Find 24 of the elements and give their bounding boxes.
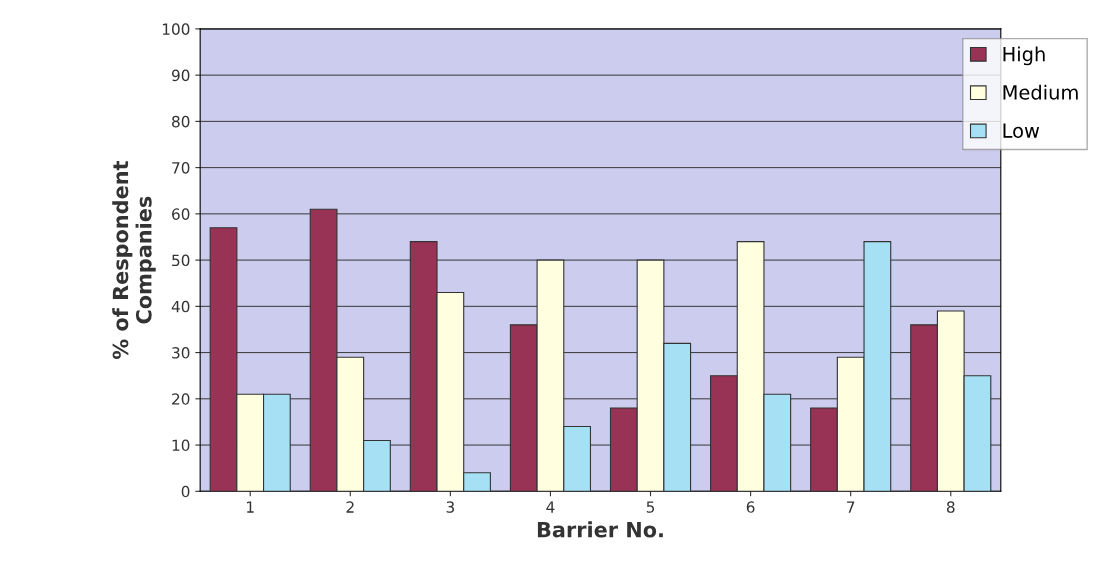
y-tick-label: 0 — [181, 485, 190, 498]
x-tick-label: 8 — [946, 501, 955, 513]
y-tick-label: 50 — [172, 254, 190, 267]
x-tick-label: 7 — [847, 501, 855, 513]
x-tick-label: 6 — [746, 501, 755, 513]
x-axis-title: Barrier No. — [537, 521, 663, 538]
x-tick-label: 5 — [646, 501, 655, 513]
y-tick-label: 20 — [172, 393, 190, 405]
y-tick-label: 70 — [172, 162, 190, 174]
x-tick-label: 4 — [546, 501, 555, 513]
y-axis-title: % of Respondent Companies — [112, 160, 156, 360]
y-tick-label: 80 — [172, 115, 190, 128]
y-tick-label: 100 — [162, 23, 190, 35]
legend-label: Medium — [1003, 84, 1078, 100]
legend-label: High — [1003, 46, 1045, 66]
y-tick-label: 30 — [172, 347, 190, 359]
x-tick-label: 3 — [446, 501, 454, 513]
y-tick-label: 10 — [172, 439, 190, 452]
y-tick-label: 60 — [172, 208, 190, 220]
legend-label: Low — [1003, 123, 1040, 138]
y-tick-label: 40 — [171, 300, 190, 313]
y-tick-label: 90 — [171, 69, 190, 82]
x-tick-label: 1 — [247, 501, 254, 513]
x-tick-label: 2 — [346, 501, 354, 513]
